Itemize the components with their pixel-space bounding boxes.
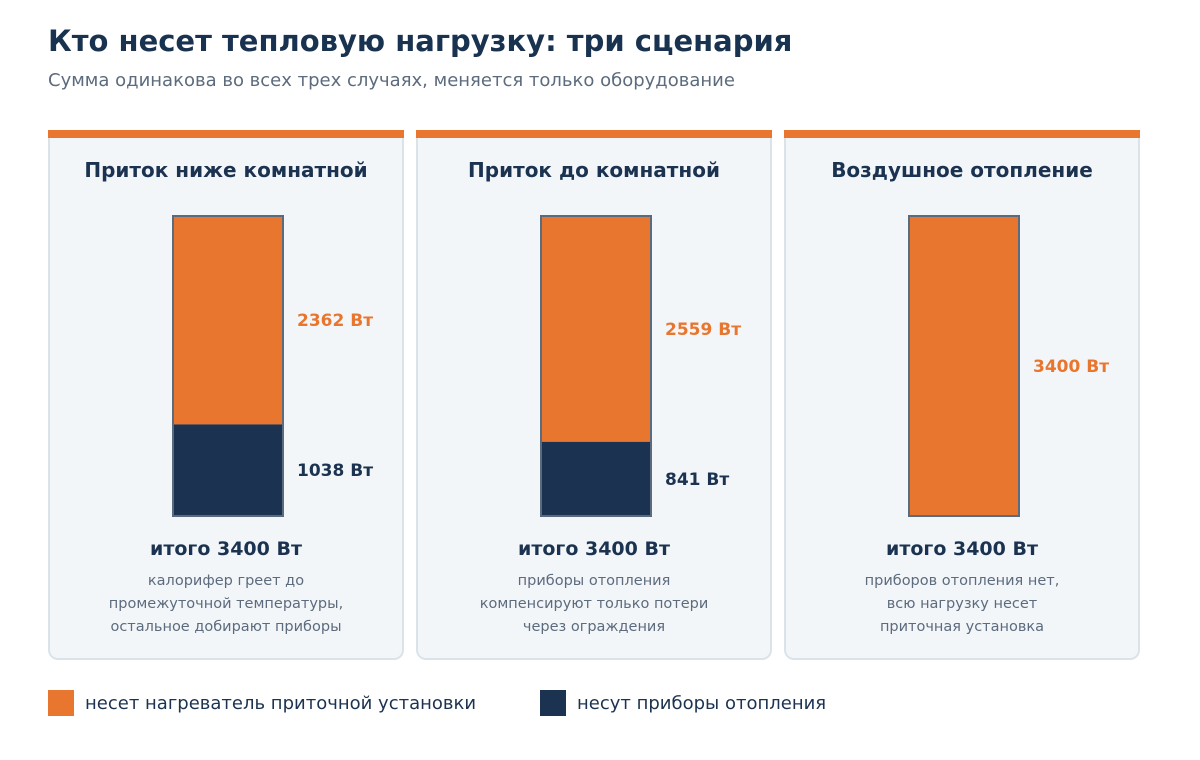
legend-swatch-radiators	[540, 690, 566, 716]
panel-note-line: калорифер греет до	[147, 573, 305, 589]
page-title: Кто несет тепловую нагрузку: три сценари…	[48, 24, 793, 58]
total-label: итого 3400 Вт	[150, 538, 302, 560]
legend-swatch-supply	[48, 690, 74, 716]
panel-note: приборов отопления нет, всю нагрузку несе…	[806, 570, 1118, 639]
data-label-supply-heater: 2559 Вт	[665, 320, 741, 340]
bar-segment-supply-heater	[173, 216, 283, 425]
panel-note-line: компенсируют только потери	[479, 596, 709, 612]
panel-title: Приток ниже комнатной	[84, 158, 368, 182]
panel-accent-bar	[48, 130, 404, 138]
panel-note-line: всю нагрузку несет	[886, 596, 1038, 612]
panel-accent-bar	[784, 130, 1140, 138]
bar-outline	[172, 215, 284, 517]
legend-item-radiators: несут приборы отопления	[540, 690, 826, 716]
data-label-radiators: 841 Вт	[665, 470, 729, 490]
data-label-radiators: 1038 Вт	[297, 461, 373, 481]
panel-title: Воздушное отопление	[831, 158, 1093, 182]
legend-label-supply: несет нагреватель приточной установки	[85, 692, 477, 714]
panel-note-line: остальное добирают приборы	[110, 619, 342, 635]
total-label: итого 3400 Вт	[518, 538, 670, 560]
panel-note-line: приборы отопления	[517, 573, 671, 589]
scenario-panel: Приток ниже комнатной 2362 Вт 1038 Вт итого…	[48, 130, 404, 660]
bar-outline	[908, 215, 1020, 517]
bar-segment-radiators	[173, 424, 283, 516]
bar-segment-radiators	[541, 441, 651, 516]
panel-note-line: промежуточной температуры,	[108, 596, 344, 612]
panel-note: калорифер греет до промежуточной температ…	[70, 570, 382, 639]
scenario-panel: Приток до комнатной 2559 Вт 841 Вт итого 34…	[416, 130, 772, 660]
legend-label-radiators: несут приборы отопления	[577, 692, 827, 714]
legend-item-supply: несет нагреватель приточной установки	[48, 690, 476, 716]
bar-outline	[540, 215, 652, 517]
panel-note: приборы отопления компенсируют только пот…	[438, 570, 750, 639]
stacked-bar-chart: 3400 Вт	[908, 215, 1109, 517]
panel-note-line: приборов отопления нет,	[864, 573, 1060, 589]
total-label: итого 3400 Вт	[886, 538, 1038, 560]
bar-segment-supply-heater	[909, 216, 1019, 516]
stacked-bar-chart: 2362 Вт 1038 Вт	[172, 215, 373, 517]
panel-accent-bar	[416, 130, 772, 138]
scenario-panel: Воздушное отопление 3400 Вт итого 3400 Вт п…	[784, 130, 1140, 660]
bar-segment-supply-heater	[541, 216, 651, 442]
panel-note-line: через ограждения	[522, 619, 666, 635]
stacked-bar-chart: 2559 Вт 841 Вт	[540, 215, 741, 517]
data-label-supply-heater: 3400 Вт	[1033, 357, 1109, 377]
panel-note-line: приточная установка	[879, 619, 1045, 635]
page-subtitle: Сумма одинакова во всех трех случаях, ме…	[48, 70, 735, 91]
panel-title: Приток до комнатной	[468, 158, 720, 182]
data-label-supply-heater: 2362 Вт	[297, 311, 373, 331]
